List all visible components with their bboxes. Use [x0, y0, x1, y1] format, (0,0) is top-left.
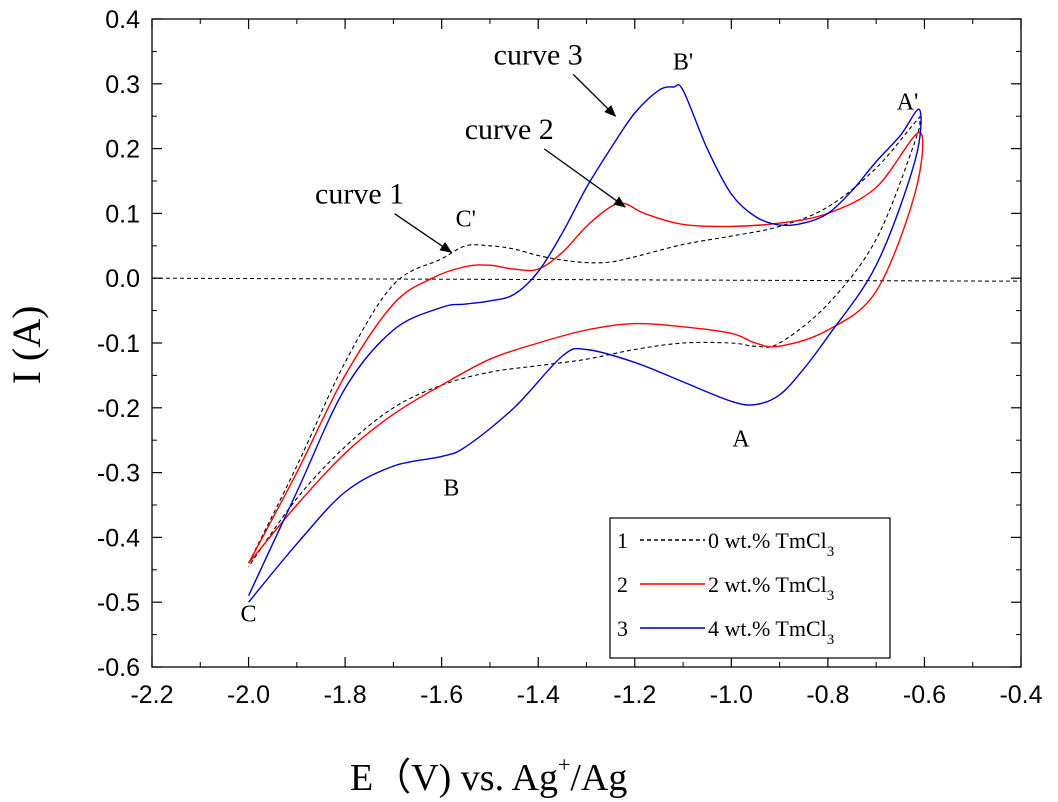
- x-axis-title-sup: +: [558, 752, 570, 777]
- x-tick-label: -0.8: [806, 681, 849, 709]
- legend-label-subscript: 3: [827, 588, 835, 604]
- y-tick-label: -0.3: [97, 460, 140, 488]
- annotation-label: curve 3: [494, 38, 583, 71]
- x-tick-label: -0.6: [903, 681, 946, 709]
- legend-number: 2: [617, 572, 628, 597]
- annotation-label: C': [456, 206, 476, 232]
- annotation-label: B': [673, 50, 693, 76]
- x-axis-title-tail: /Ag: [570, 757, 627, 799]
- x-tick-label: -1.2: [613, 681, 656, 709]
- legend-number: 1: [617, 528, 628, 553]
- y-tick-label: 0.1: [105, 200, 140, 228]
- annotation-label: A': [897, 90, 919, 116]
- x-tick-label: -1.4: [517, 681, 560, 709]
- zero-reference-line: [151, 277, 1022, 282]
- x-tick-label: -2.0: [227, 681, 270, 709]
- y-tick-label: -0.2: [97, 395, 140, 423]
- legend-number: 3: [617, 616, 628, 641]
- x-axis-title-main: E（V) vs. Ag: [350, 757, 558, 799]
- annotation-arrow: [543, 148, 626, 208]
- annotation-label: curve 2: [465, 113, 554, 146]
- series-3-line: [247, 84, 922, 603]
- annotation-label: C: [241, 602, 257, 628]
- series-2-line: [247, 131, 924, 564]
- x-tick-label: -1.0: [710, 681, 753, 709]
- legend-label-text: 0 wt.% TmCl: [708, 528, 827, 553]
- y-tick-label: 0.3: [105, 71, 140, 99]
- legend-label-3: 4 wt.% TmCl3: [708, 616, 834, 648]
- y-tick-label: 0.0: [105, 265, 140, 293]
- legend-label-text: 2 wt.% TmCl: [708, 572, 827, 597]
- tick-layer: -2.2 -2.0 -1.8 -1.6 -1.4 -1.2 -1.0 -0.8 -0.6 -0.4…: [97, 6, 1043, 709]
- y-tick-label: -0.1: [97, 330, 140, 358]
- legend-box: [609, 517, 891, 659]
- y-tick-label: 0.4: [105, 6, 140, 34]
- x-tick-label: -2.2: [130, 681, 173, 709]
- y-tick-label: -0.5: [97, 589, 140, 617]
- series-layer: [247, 84, 924, 603]
- annotation-arrow: [572, 73, 617, 117]
- legend-label-text: 4 wt.% TmCl: [708, 616, 827, 641]
- legend-label-1: 0 wt.% TmCl3: [708, 528, 834, 560]
- y-tick-label: 0.2: [105, 136, 140, 164]
- legend-label-subscript: 3: [827, 632, 835, 648]
- series-1-line: [248, 116, 921, 567]
- annotation-arrow: [394, 213, 453, 253]
- y-tick-label: -0.4: [97, 524, 140, 552]
- annotation-label: A: [732, 427, 750, 453]
- y-tick-label: -0.6: [97, 654, 140, 682]
- x-tick-label: -0.4: [999, 681, 1042, 709]
- annotation-label: curve 1: [315, 178, 404, 211]
- x-tick-label: -1.6: [420, 681, 463, 709]
- zero-line-layer: [151, 277, 1022, 282]
- x-tick-label: -1.8: [324, 681, 367, 709]
- y-axis-title: I (A): [4, 306, 49, 385]
- annotation-label: B: [443, 475, 459, 501]
- x-axis-title: E（V) vs. Ag+/Ag: [350, 752, 627, 799]
- legend-label-2: 2 wt.% TmCl3: [708, 572, 834, 604]
- plot-frame: [151, 18, 1022, 668]
- annotation-layer: curve 3 curve 2 curve 1 B' A' C' A B C: [241, 38, 919, 627]
- legend-label-subscript: 3: [827, 544, 835, 560]
